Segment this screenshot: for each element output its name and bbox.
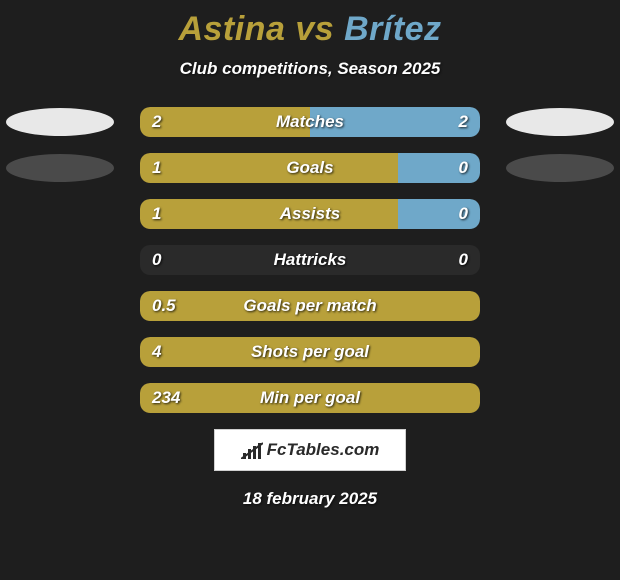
bar-track	[140, 107, 480, 137]
stat-row: Matches22	[0, 107, 620, 137]
bar-track	[140, 153, 480, 183]
bar-track	[140, 337, 480, 367]
player1-name: Astina	[178, 10, 285, 48]
bars-icon	[241, 441, 263, 459]
logo-text: FcTables.com	[267, 440, 380, 460]
vs-text: vs	[295, 10, 334, 48]
bar-fill-right	[398, 199, 480, 229]
stat-row: Hattricks00	[0, 245, 620, 275]
bar-fill-left	[140, 153, 398, 183]
player1-badge	[6, 108, 114, 136]
bar-fill-right	[310, 107, 480, 137]
bar-track	[140, 291, 480, 321]
player1-badge	[6, 154, 114, 182]
stat-row: Goals per match0.5	[0, 291, 620, 321]
player2-badge	[506, 108, 614, 136]
player2-badge	[506, 154, 614, 182]
bar-fill-left	[140, 199, 398, 229]
bar-fill-right	[398, 153, 480, 183]
bar-fill	[140, 337, 480, 367]
stat-row: Min per goal234	[0, 383, 620, 413]
stats-rows: Matches22 Goals10 Assists10 Hattricks00 Goal…	[0, 107, 620, 413]
player2-name: Brítez	[344, 10, 441, 48]
bar-track	[140, 199, 480, 229]
date-text: 18 february 2025	[0, 489, 620, 509]
bar-fill	[140, 383, 480, 413]
bar-fill-left	[140, 107, 310, 137]
stat-row: Shots per goal4	[0, 337, 620, 367]
bar-track	[140, 245, 480, 275]
bar-track	[140, 383, 480, 413]
stat-row: Goals10	[0, 153, 620, 183]
subtitle: Club competitions, Season 2025	[0, 59, 620, 79]
stat-row: Assists10	[0, 199, 620, 229]
bar-fill	[140, 291, 480, 321]
comparison-title: Astina vs Brítez	[0, 0, 620, 53]
fctables-logo: FcTables.com	[214, 429, 406, 471]
